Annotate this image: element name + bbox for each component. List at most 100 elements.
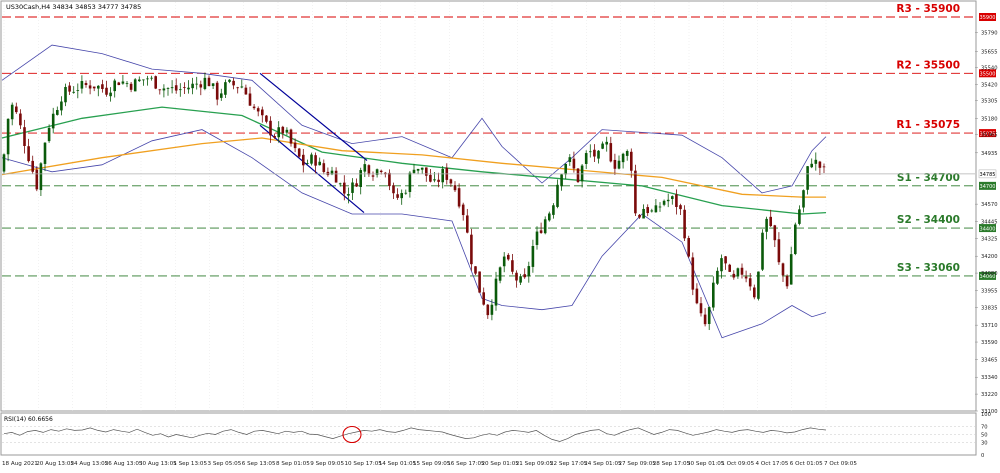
candle-body — [794, 224, 797, 254]
candle-body — [31, 160, 34, 172]
candle-body — [580, 165, 584, 182]
x-tick-label: 10 Sep 17:05 — [345, 461, 383, 467]
level-price-tag-text: 35075 — [980, 131, 996, 137]
candle-body — [724, 256, 727, 264]
x-tick-label: 6 Oct 01:05 — [790, 461, 823, 467]
candle-body — [744, 276, 748, 279]
candle-body — [699, 303, 703, 314]
candle-body — [129, 83, 133, 90]
x-tick-label: 21 Sep 09:05 — [516, 461, 554, 467]
level-price-tag — [979, 13, 996, 21]
candle-body — [379, 170, 383, 173]
candle-body — [470, 234, 473, 265]
candle-body — [798, 209, 801, 224]
x-tick-label: 3 Sep 05:05 — [208, 461, 242, 467]
candle-body — [494, 278, 498, 306]
candle-body — [519, 276, 522, 283]
candle-body — [273, 136, 276, 138]
x-tick-label: 26 Aug 13:05 — [105, 461, 143, 467]
candle-body — [457, 188, 461, 207]
candle-body — [695, 288, 699, 304]
candle-body — [277, 127, 280, 138]
candle-body — [109, 92, 112, 97]
candle-body — [179, 89, 182, 91]
level-label: R1 - 35075 — [896, 119, 960, 131]
candle-body — [675, 194, 678, 207]
channel-upper-line — [259, 72, 368, 161]
channel-lower-line — [259, 124, 365, 214]
candle-body — [211, 83, 215, 87]
price-panel-frame — [0, 0, 977, 412]
candle-body — [183, 87, 186, 89]
candle-body — [671, 196, 674, 199]
candle-body — [261, 109, 264, 116]
candle-body — [498, 267, 502, 281]
candle-body — [449, 179, 453, 184]
candle-body — [527, 266, 531, 277]
candle-body — [142, 79, 145, 81]
level-label: R3 - 35900 — [896, 3, 960, 15]
candle-body — [314, 155, 317, 166]
candle-body — [564, 163, 567, 175]
x-tick-label: 20 Sep 01:05 — [482, 461, 520, 467]
candle-body — [416, 168, 420, 171]
x-tick-label: 30 Sep 01:05 — [687, 461, 725, 467]
rsi-tick-label: 50 — [981, 433, 988, 439]
y-tick-label: 35790 — [981, 30, 998, 36]
candle-body — [429, 174, 432, 182]
candle-body — [642, 208, 645, 219]
candle-body — [507, 254, 510, 260]
candle-body — [502, 256, 506, 267]
candle-body — [39, 163, 43, 191]
candle-body — [150, 77, 153, 79]
candle-body — [64, 86, 67, 103]
candle-body — [224, 82, 227, 95]
candle-body — [6, 118, 10, 155]
current-price-tag-text: 34785 — [980, 172, 996, 178]
candle-body — [740, 267, 744, 275]
candle-body — [334, 170, 338, 183]
candle-body — [404, 192, 408, 194]
candle-body — [761, 232, 764, 270]
candle-body — [482, 292, 485, 305]
candle-body — [220, 93, 223, 98]
candle-body — [215, 82, 219, 100]
y-tick-label: 34080 — [981, 271, 998, 277]
candle-body — [523, 274, 526, 278]
candle-body — [806, 166, 809, 190]
y-tick-label: 35655 — [981, 49, 998, 55]
candle-body — [539, 230, 543, 233]
candle-body — [232, 80, 235, 86]
candle-body — [420, 167, 424, 170]
x-tick-label: 20 Aug 13:05 — [36, 461, 74, 467]
candle-body — [601, 143, 604, 149]
candle-body — [433, 179, 436, 181]
candle-body — [425, 167, 428, 176]
candle-body — [453, 185, 457, 191]
candle-body — [396, 194, 399, 198]
candle-body — [154, 76, 157, 89]
level-label: S1 - 34700 — [897, 172, 960, 184]
candle-body — [617, 160, 621, 169]
rsi-tick-label: 0 — [981, 453, 984, 459]
candle-body — [207, 77, 211, 87]
level-price-tag — [979, 271, 996, 280]
candle-body — [556, 184, 559, 207]
candle-body — [355, 183, 358, 187]
candle-body — [658, 206, 662, 208]
candle-body — [712, 282, 715, 308]
y-tick-label: 33465 — [981, 358, 998, 364]
candle-body — [367, 165, 371, 175]
candle-body — [679, 205, 682, 210]
rsi-tick-label: 100 — [981, 412, 991, 418]
candle-body — [343, 182, 346, 194]
candle-body — [781, 263, 785, 276]
candle-body — [412, 169, 416, 173]
level-price-tag-text: 34400 — [980, 226, 996, 232]
candle-body — [285, 129, 289, 133]
candle-body — [19, 113, 22, 126]
y-tick-label: 33220 — [981, 392, 998, 398]
candle-body — [351, 182, 354, 193]
candle-body — [15, 106, 18, 113]
rsi-line — [3, 427, 827, 442]
